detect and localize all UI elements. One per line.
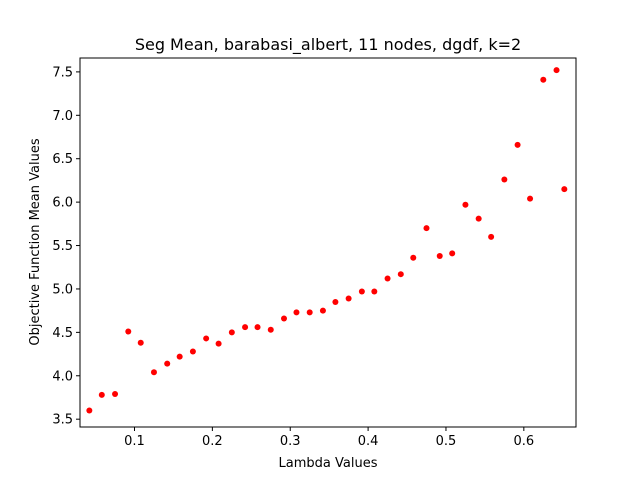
chart-title: Seg Mean, barabasi_albert, 11 nodes, dgd… (135, 35, 521, 55)
x-tick-label: 0.3 (280, 434, 301, 449)
x-tick-label: 0.6 (513, 434, 534, 449)
points-layer (86, 67, 568, 414)
data-point (242, 324, 249, 331)
data-point (86, 407, 93, 414)
plot-frame (79, 57, 577, 428)
data-point (423, 225, 430, 232)
data-point (203, 335, 210, 342)
data-point (176, 353, 183, 360)
data-point (345, 295, 352, 302)
data-point (254, 324, 261, 331)
data-point (436, 252, 443, 259)
y-tick-label: 7.5 (52, 65, 73, 80)
data-point (501, 176, 508, 183)
data-point (164, 360, 171, 367)
data-point (281, 315, 288, 322)
data-point (215, 340, 222, 347)
x-tick-label: 0.5 (436, 434, 457, 449)
data-point (189, 348, 196, 355)
y-tick-label: 6.5 (52, 152, 73, 167)
data-point (112, 391, 119, 398)
y-tick-label: 5.5 (52, 239, 73, 254)
data-point (293, 309, 300, 316)
data-point (553, 67, 560, 74)
data-point (384, 275, 391, 282)
x-tick-label: 0.1 (124, 434, 145, 449)
data-point (267, 326, 274, 333)
data-point (488, 233, 495, 240)
y-tick-label: 7.0 (52, 109, 73, 124)
y-tick-label: 4.5 (52, 326, 73, 341)
data-point (358, 288, 365, 295)
data-point (462, 201, 469, 208)
x-tick-label: 0.4 (358, 434, 379, 449)
data-point (449, 250, 456, 257)
data-point (228, 329, 235, 336)
y-tick-label: 3.5 (52, 413, 73, 428)
data-point (306, 309, 313, 316)
data-point (514, 141, 521, 148)
x-tick-label: 0.2 (202, 434, 223, 449)
data-point (332, 298, 339, 305)
data-point (540, 76, 547, 83)
data-point (527, 195, 534, 202)
y-tick-label: 6.0 (52, 196, 73, 211)
y-axis-ticks: 3.5 4.0 4.5 5.0 5.5 6.0 6.5 7.0 7.5 (52, 65, 80, 428)
y-axis-label: Objective Function Mean Values (28, 138, 43, 345)
y-tick-label: 5.0 (52, 282, 73, 297)
x-axis-ticks: 0.1 0.2 0.3 0.4 0.5 0.6 (124, 427, 534, 449)
data-point (410, 254, 417, 261)
data-point (397, 271, 404, 278)
y-tick-label: 4.0 (52, 369, 73, 384)
x-axis-label: Lambda Values (279, 456, 378, 471)
data-point (371, 288, 378, 295)
data-point (475, 215, 482, 222)
data-point (125, 328, 132, 335)
data-point (137, 339, 144, 346)
data-point (150, 369, 157, 376)
data-point (319, 307, 326, 314)
data-point (561, 186, 568, 193)
data-point (98, 391, 105, 398)
